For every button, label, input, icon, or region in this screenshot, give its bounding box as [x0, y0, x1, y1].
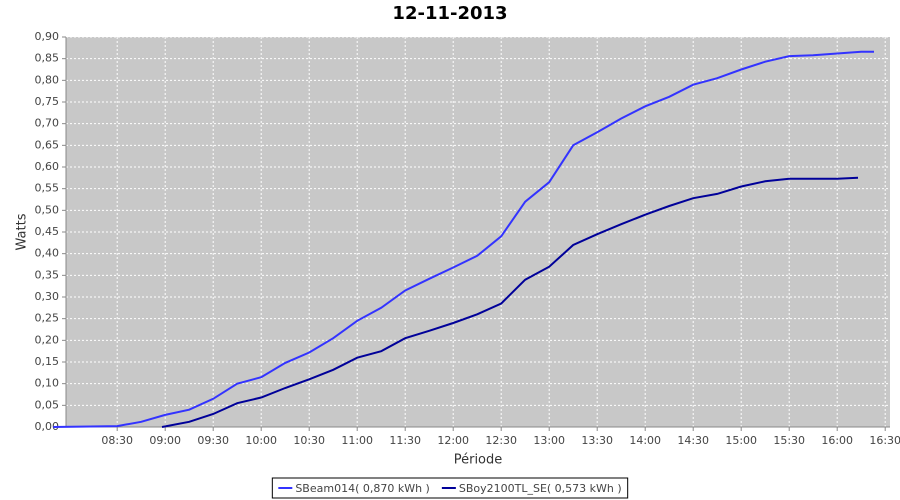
y-tick-label: 0,60	[35, 160, 60, 173]
y-tick-label: 0,25	[35, 312, 60, 325]
y-tick-label: 0,70	[35, 117, 60, 130]
y-axis-label: Watts	[15, 213, 30, 250]
y-tick-label: 0,45	[35, 225, 60, 238]
x-tick-label: 14:30	[677, 434, 709, 447]
y-tick-label: 0,10	[35, 377, 60, 390]
y-tick-label: 0,20	[35, 333, 60, 346]
x-tick-label: 09:00	[149, 434, 181, 447]
x-tick-label: 16:00	[821, 434, 853, 447]
x-tick-label: 11:30	[389, 434, 421, 447]
x-axis-label: Période	[454, 453, 503, 468]
y-tick-label: 0,65	[35, 138, 60, 151]
y-tick-label: 0,50	[35, 203, 60, 216]
x-tick-label: 13:30	[581, 434, 613, 447]
y-tick-label: 0,80	[35, 73, 60, 86]
x-tick-label: 16:30	[869, 434, 900, 447]
x-tick-label: 09:30	[197, 434, 229, 447]
y-tick-label: 0,15	[35, 355, 60, 368]
y-tick-label: 0,05	[35, 398, 60, 411]
x-tick-label: 12:30	[485, 434, 517, 447]
y-tick-label: 0,75	[35, 95, 60, 108]
series-line	[53, 50, 874, 428]
x-tick-label: 10:30	[293, 434, 325, 447]
x-tick-label: 11:00	[341, 434, 373, 447]
series-line	[161, 176, 859, 428]
x-tick-label: 10:00	[245, 434, 277, 447]
y-tick-label: 0,85	[35, 52, 60, 65]
y-tick-label: 0,90	[35, 30, 60, 43]
legend-label: SBoy2100TL_SE( 0,573 kWh )	[459, 482, 622, 495]
y-tick-label: 0,35	[35, 268, 60, 281]
y-tick-label: 0,40	[35, 247, 60, 260]
x-tick-label: 15:30	[773, 434, 805, 447]
y-tick-label: 0,30	[35, 290, 60, 303]
x-tick-label: 08:30	[101, 434, 133, 447]
chart-title: 12-11-2013	[392, 3, 507, 24]
x-tick-label: 15:00	[725, 434, 757, 447]
legend-label: SBeam014( 0,870 kWh )	[295, 482, 430, 495]
x-tick-label: 14:00	[629, 434, 661, 447]
x-tick-label: 12:00	[437, 434, 469, 447]
y-tick-label: 0,55	[35, 182, 60, 195]
x-tick-label: 13:00	[533, 434, 565, 447]
y-tick-label: 0,00	[35, 420, 60, 433]
